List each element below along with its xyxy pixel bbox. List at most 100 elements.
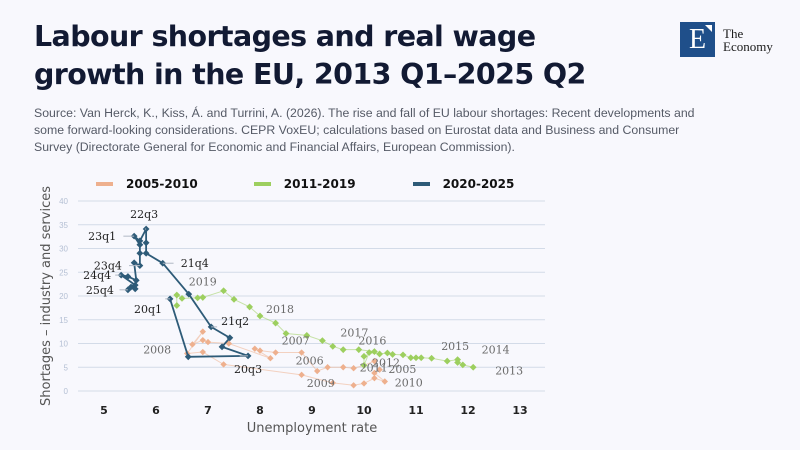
- data-point: [350, 382, 357, 389]
- data-point: [173, 302, 181, 309]
- point-label: 25q4: [86, 284, 114, 297]
- y-axis-label: Shortages – industry and services: [39, 186, 54, 406]
- logo-line-1: The: [723, 25, 744, 41]
- data-point: [131, 285, 139, 293]
- x-tick-label: 9: [308, 404, 316, 417]
- point-label: 2008: [143, 343, 171, 356]
- point-label: 23q4: [94, 260, 122, 273]
- y-tick-label: 25: [59, 268, 68, 277]
- data-point: [199, 328, 206, 335]
- data-point: [376, 366, 383, 373]
- data-point: [371, 374, 378, 382]
- publisher-logo[interactable]: E The Economy: [680, 22, 773, 57]
- point-label: 21q4: [181, 257, 209, 270]
- y-axis-ticks: 0 5 10 15 20 25 30 35 40: [59, 197, 68, 396]
- legend-label: 2020-2025: [442, 177, 515, 191]
- data-point: [454, 356, 461, 364]
- point-label: 21q2: [221, 315, 249, 328]
- data-point: [399, 351, 407, 359]
- point-label: 24q4: [83, 269, 111, 282]
- x-tick-label: 8: [256, 404, 264, 417]
- data-point: [226, 334, 234, 342]
- logo-line-2: Economy: [723, 38, 773, 54]
- data-point: [166, 295, 174, 303]
- x-tick-label: 5: [100, 404, 108, 417]
- y-tick-label: 10: [59, 340, 68, 349]
- point-label: 22q3: [130, 208, 158, 221]
- data-point: [417, 354, 425, 362]
- logo-e-icon: E: [680, 22, 715, 57]
- data-point: [407, 354, 415, 362]
- point-label: 2010: [395, 377, 423, 390]
- data-point: [256, 347, 264, 354]
- point-label: 2005: [388, 363, 416, 376]
- point-label: 2011: [360, 362, 388, 375]
- data-point: [329, 342, 337, 350]
- y-tick-label: 20: [59, 292, 68, 301]
- data-point: [185, 290, 193, 298]
- data-point: [360, 380, 368, 387]
- data-point: [178, 294, 186, 302]
- data-point: [371, 369, 378, 377]
- data-point: [124, 273, 132, 280]
- data-point: [136, 241, 144, 249]
- data-point: [350, 365, 357, 372]
- data-point: [329, 379, 336, 387]
- point-label: 2014: [482, 344, 510, 357]
- data-point: [428, 354, 435, 362]
- point-label: 2006: [296, 354, 324, 367]
- data-point: [218, 343, 226, 351]
- data-point: [130, 259, 138, 267]
- legend-item: 2020-2025: [412, 177, 515, 191]
- source-note: Source: Van Herck, K., Kiss, Á. and Turr…: [34, 106, 695, 154]
- data-point: [355, 346, 363, 354]
- data-point: [389, 351, 396, 358]
- data-point: [365, 349, 373, 356]
- legend-swatch: [96, 182, 113, 186]
- data-point: [272, 319, 279, 327]
- series-2011-2019: [173, 287, 477, 371]
- data-point: [371, 348, 378, 355]
- data-point: [267, 355, 274, 362]
- data-point: [142, 249, 150, 257]
- data-point: [360, 361, 368, 369]
- point-label: 2015: [441, 340, 469, 353]
- x-axis-ticks: 5 6 7 8 9 10 11 12 13: [100, 404, 527, 417]
- x-tick-label: 7: [204, 404, 212, 417]
- data-point: [256, 312, 264, 320]
- point-label: 20q1: [134, 303, 162, 316]
- legend-label: 2011-2019: [283, 177, 356, 191]
- page-title: Labour shortages and real wage growth in…: [34, 20, 586, 91]
- data-point: [324, 364, 331, 371]
- data-point: [220, 361, 227, 368]
- y-tick-label: 5: [64, 363, 69, 372]
- x-tick-label: 13: [512, 404, 527, 417]
- data-point: [384, 349, 391, 357]
- y-tick-label: 0: [64, 387, 69, 396]
- data-point: [443, 357, 451, 365]
- data-point: [194, 294, 201, 302]
- chart-legend: 2005-2010 2011-2019 2020-2025: [96, 177, 570, 191]
- data-point: [220, 287, 227, 295]
- x-tick-label: 11: [408, 404, 423, 417]
- data-point: [381, 378, 388, 385]
- point-label: 2009: [307, 377, 335, 390]
- legend-swatch: [412, 182, 430, 186]
- data-point: [199, 348, 206, 356]
- legend-label: 2005-2010: [126, 177, 198, 191]
- x-tick-label: 12: [460, 404, 475, 417]
- data-point: [136, 237, 144, 245]
- y-tick-label: 15: [59, 316, 68, 325]
- data-point: [298, 349, 305, 356]
- data-point: [173, 291, 181, 299]
- data-point: [340, 364, 347, 371]
- data-point: [199, 294, 207, 301]
- data-point: [376, 350, 383, 358]
- data-point: [246, 303, 253, 311]
- data-point: [282, 330, 290, 337]
- point-label: 2017: [340, 327, 368, 340]
- data-point: [251, 345, 258, 352]
- point-label: 23q1: [88, 230, 116, 243]
- data-point: [132, 276, 140, 284]
